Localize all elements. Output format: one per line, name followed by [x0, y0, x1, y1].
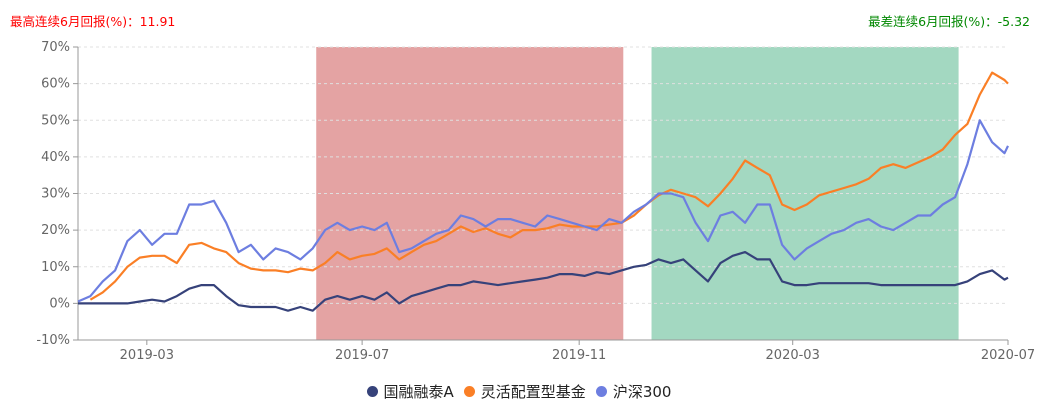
- y-tick-label: -10%: [36, 333, 70, 348]
- y-tick-label: 20%: [41, 223, 70, 238]
- y-tick-label: 70%: [41, 40, 70, 55]
- x-tick-label: 2019-07: [335, 348, 389, 363]
- y-tick-label: 40%: [41, 150, 70, 165]
- legend-item-guorongrongtai[interactable]: 国融融泰A: [366, 381, 454, 402]
- legend-marker: [595, 386, 607, 397]
- best-6m-return: 最高连续6月回报(%)：11.91: [10, 11, 175, 30]
- legend-item-flexible-fund[interactable]: 灵活配置型基金: [463, 381, 586, 402]
- series-line-2: [77, 119, 1009, 303]
- best-6m-return-value: 11.91: [139, 14, 176, 29]
- legend-label: 灵活配置型基金: [480, 383, 586, 401]
- legend-label: 国融融泰A: [383, 383, 454, 401]
- y-tick-label: 10%: [41, 260, 70, 275]
- series-line-0: [78, 251, 1009, 312]
- legend-marker: [366, 386, 378, 397]
- series-line-1: [89, 71, 1009, 301]
- legend-label: 沪深300: [612, 383, 672, 401]
- legend-marker: [463, 386, 475, 397]
- legend-item-csi300[interactable]: 沪深300: [595, 381, 672, 402]
- worst-6m-return-label: 最差连续6月回报(%)：: [868, 14, 998, 29]
- worst-6m-return-value: -5.32: [997, 14, 1030, 29]
- worst-6m-return: 最差连续6月回报(%)：-5.32: [868, 11, 1030, 30]
- x-tick-label: 2019-03: [120, 348, 174, 363]
- x-tick-label: 2020-03: [766, 348, 820, 363]
- legend: 国融融泰A 灵活配置型基金 沪深300: [0, 381, 1038, 402]
- y-tick-label: 60%: [41, 77, 70, 92]
- y-tick-label: 50%: [41, 113, 70, 128]
- best-6m-return-label: 最高连续6月回报(%)：: [10, 14, 140, 29]
- x-tick-label: 2020-07: [981, 348, 1035, 363]
- y-tick-label: 0%: [49, 296, 70, 311]
- y-tick-label: 30%: [41, 187, 70, 202]
- x-tick-label: 2019-11: [552, 348, 606, 363]
